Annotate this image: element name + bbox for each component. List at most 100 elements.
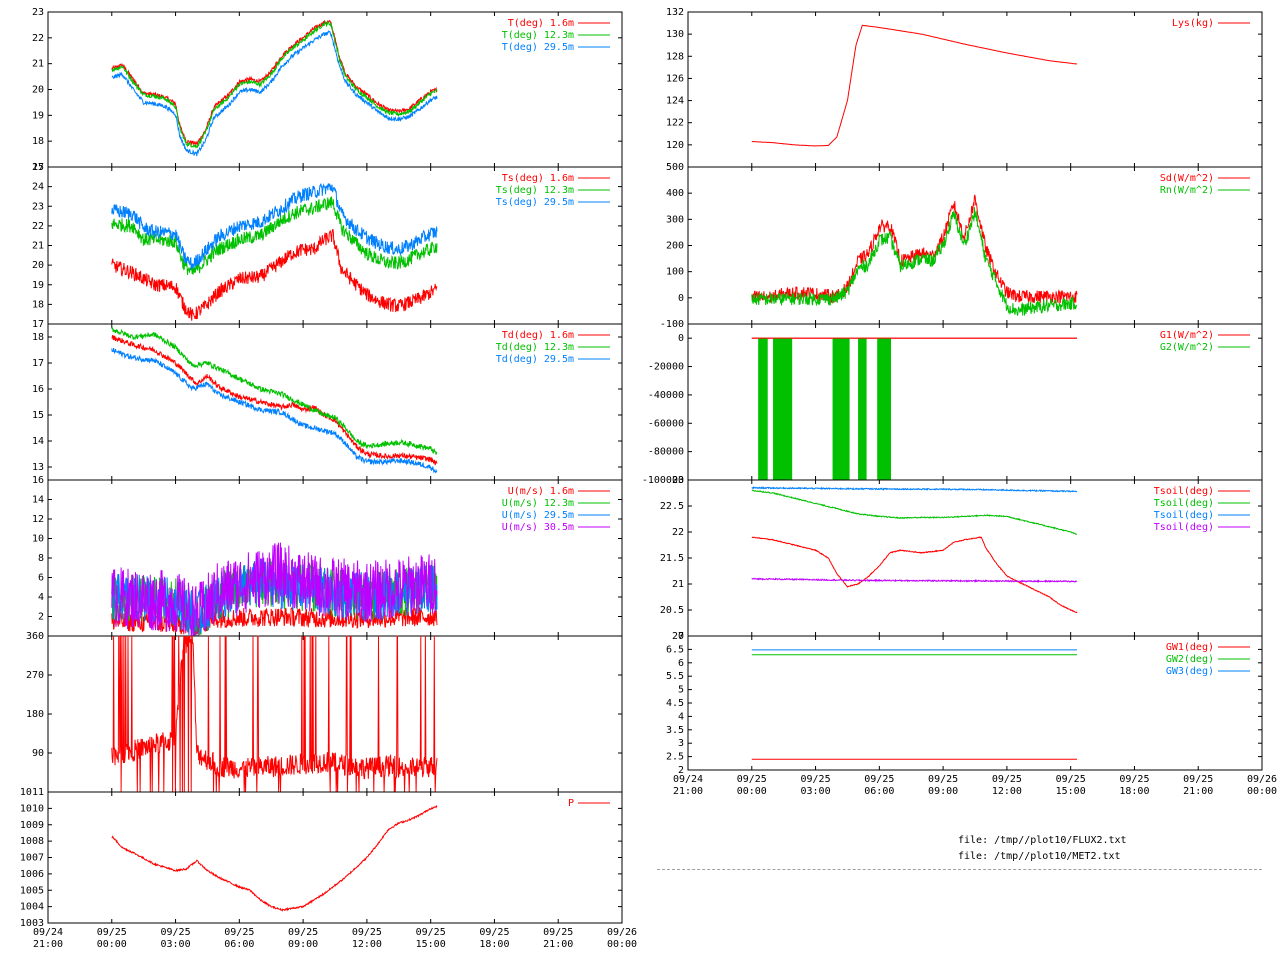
series-block bbox=[877, 338, 892, 480]
plot-frame bbox=[687, 11, 1263, 168]
x-tick-label: 09/25 bbox=[288, 927, 318, 938]
legend-label: Ts(deg) 1.6m bbox=[502, 173, 574, 184]
y-tick-label: 8 bbox=[38, 553, 44, 564]
x-tick-label: 00:00 bbox=[1247, 786, 1277, 797]
y-tick-label: 7 bbox=[678, 631, 684, 642]
legend-label: T(deg) 1.6m bbox=[508, 18, 574, 29]
legend-label: P bbox=[568, 798, 574, 809]
panel-t: 17 18 19 20 21 22 23 T(deg) 1.6mT(deg) 12.3mT(d… bbox=[32, 7, 623, 173]
x-tick-label: 09/25 bbox=[352, 927, 382, 938]
legend-label: U(m/s) 12.3m bbox=[502, 498, 574, 509]
y-tick-label: 2 bbox=[38, 612, 44, 623]
x-tick-label: 09/26 bbox=[607, 927, 637, 938]
y-tick-label: 128 bbox=[666, 51, 684, 62]
y-tick-label: 1007 bbox=[20, 853, 44, 864]
y-tick-label: 1003 bbox=[20, 918, 44, 929]
x-tick-label: 09/25 bbox=[864, 774, 894, 785]
y-tick-label: 22 bbox=[32, 33, 44, 44]
legend-label: GW2(deg) bbox=[1166, 654, 1214, 665]
legend-label: Td(deg) 12.3m bbox=[496, 342, 574, 353]
y-tick-label: 4.5 bbox=[666, 698, 684, 709]
y-tick-label: 300 bbox=[666, 214, 684, 225]
legend-label: G2(W/m^2) bbox=[1160, 342, 1214, 353]
x-tick-label: 09/25 bbox=[543, 927, 573, 938]
x-tick-label: 09/26 bbox=[1247, 774, 1277, 785]
series-block bbox=[858, 338, 867, 480]
x-tick-label: 09/25 bbox=[479, 927, 509, 938]
series-line bbox=[111, 542, 438, 637]
x-tick-label: 18:00 bbox=[479, 939, 509, 950]
y-tick-label: 400 bbox=[666, 188, 684, 199]
legend-label: Sd(W/m^2) bbox=[1160, 173, 1214, 184]
y-tick-label: 18 bbox=[32, 136, 44, 147]
x-tick-label: 09/25 bbox=[801, 774, 831, 785]
series-line bbox=[111, 196, 438, 275]
series-line bbox=[751, 194, 1078, 304]
y-tick-label: 3 bbox=[678, 738, 684, 749]
legend-label: Tsoil(deg) bbox=[1154, 486, 1214, 497]
y-tick-label: 20 bbox=[32, 85, 44, 96]
y-tick-label: 2 bbox=[678, 765, 684, 776]
y-tick-label: 4 bbox=[38, 592, 44, 603]
x-tick-label: 09/25 bbox=[161, 927, 191, 938]
legend-label: Ts(deg) 29.5m bbox=[496, 197, 574, 208]
y-tick-label: 6 bbox=[38, 573, 44, 584]
y-tick-label: 90 bbox=[32, 748, 44, 759]
y-tick-label: 17 bbox=[32, 358, 44, 369]
legend-label: GW3(deg) bbox=[1166, 666, 1214, 677]
x-tick-label: 09/25 bbox=[1056, 774, 1086, 785]
legend-label: Rn(W/m^2) bbox=[1160, 185, 1214, 196]
y-tick-label: 6.5 bbox=[666, 644, 684, 655]
series-line bbox=[111, 19, 438, 146]
panel-gw: 22.533.544.555.566.5709/2421:0009/2500:0… bbox=[666, 631, 1277, 797]
series-line bbox=[111, 29, 438, 157]
x-tick-label: 21:00 bbox=[673, 786, 703, 797]
y-tick-label: 20 bbox=[672, 631, 684, 642]
x-tick-label: 00:00 bbox=[607, 939, 637, 950]
y-tick-label: 1010 bbox=[20, 803, 44, 814]
series-line bbox=[751, 577, 1078, 584]
series-line bbox=[111, 334, 438, 466]
series-line bbox=[751, 486, 1078, 493]
y-tick-label: -60000 bbox=[648, 418, 684, 429]
file-line-met: file: /tmp//plot10/MET2.txt bbox=[958, 851, 1121, 862]
x-tick-label: 12:00 bbox=[992, 786, 1022, 797]
y-tick-label: 22.5 bbox=[660, 501, 684, 512]
y-tick-label: -40000 bbox=[648, 390, 684, 401]
y-tick-label: 126 bbox=[666, 73, 684, 84]
y-tick-label: -80000 bbox=[648, 447, 684, 458]
y-tick-label: -20000 bbox=[648, 362, 684, 373]
y-tick-label: 500 bbox=[666, 162, 684, 173]
x-tick-label: 09/25 bbox=[737, 774, 767, 785]
legend-label: Lys(kg) bbox=[1172, 18, 1214, 29]
y-tick-label: 17 bbox=[32, 162, 44, 173]
y-tick-label: 6 bbox=[678, 658, 684, 669]
x-tick-label: 03:00 bbox=[161, 939, 191, 950]
panel-tsoil: 2020.52121.52222.523Tsoil(deg)Tsoil(deg)… bbox=[660, 475, 1263, 642]
x-tick-label: 18:00 bbox=[1119, 786, 1149, 797]
x-tick-label: 09:00 bbox=[928, 786, 958, 797]
series-line bbox=[751, 24, 1078, 147]
y-tick-label: 21 bbox=[672, 579, 684, 590]
legend-label: GW1(deg) bbox=[1166, 642, 1214, 653]
y-tick-label: 20 bbox=[32, 260, 44, 271]
y-tick-label: 19 bbox=[32, 110, 44, 121]
y-tick-label: 100 bbox=[666, 267, 684, 278]
legend-label: Tsoil(deg) bbox=[1154, 498, 1214, 509]
panel-rad: -100 0 100 200 300 400 500 Sd(W/m^2)Rn(W/m^2) bbox=[660, 162, 1263, 330]
y-tick-label: 23 bbox=[32, 201, 44, 212]
y-tick-label: 19 bbox=[32, 280, 44, 291]
y-tick-label: 2.5 bbox=[666, 752, 684, 763]
series-line bbox=[111, 804, 438, 912]
legend-label: Td(deg) 29.5m bbox=[496, 354, 574, 365]
y-tick-label: 23 bbox=[672, 475, 684, 486]
series-line bbox=[111, 20, 438, 149]
y-tick-label: -100 bbox=[660, 319, 684, 330]
y-tick-label: 22 bbox=[32, 221, 44, 232]
y-tick-label: 130 bbox=[666, 29, 684, 40]
y-tick-label: 132 bbox=[666, 7, 684, 18]
y-tick-label: 25 bbox=[32, 162, 44, 173]
x-tick-label: 09/25 bbox=[416, 927, 446, 938]
y-tick-label: 0 bbox=[678, 293, 684, 304]
